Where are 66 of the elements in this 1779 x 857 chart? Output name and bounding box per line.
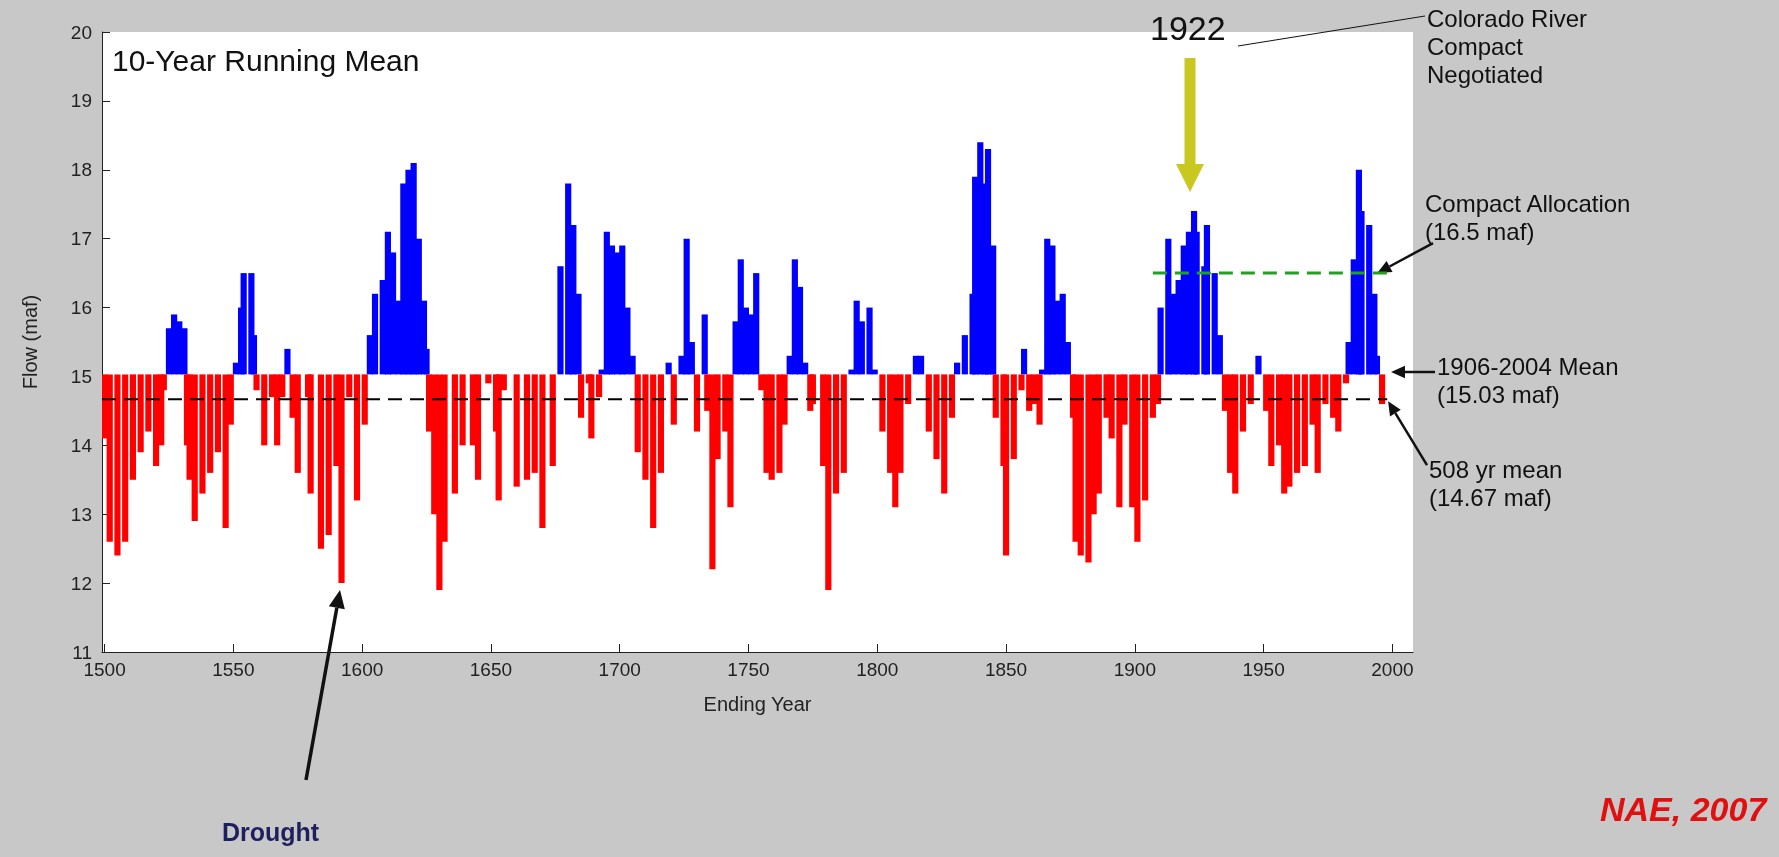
bar [1342, 374, 1350, 384]
y-tick-label: 17 [70, 228, 92, 250]
bar [1020, 348, 1028, 375]
bar [1142, 374, 1149, 501]
x-tick-label: 1850 [984, 659, 1028, 680]
bar [294, 374, 301, 473]
x-tick-label: 1550 [212, 659, 255, 680]
x-tick-label: 1750 [727, 659, 770, 680]
x-tick-label: 1900 [1113, 659, 1156, 680]
bar [948, 374, 956, 418]
bar [657, 374, 664, 473]
y-tick-label: 12 [70, 572, 92, 594]
bar [523, 374, 531, 480]
bar [361, 374, 368, 425]
x-tick-label: 1800 [856, 659, 899, 680]
x-tick-label: 1950 [1242, 659, 1285, 680]
chart-title: 10-Year Running Mean [112, 43, 420, 77]
bar [1203, 224, 1211, 375]
bar [353, 374, 361, 501]
bar [1294, 374, 1301, 473]
bar [917, 355, 925, 375]
y-axis-title: Flow (maf) [19, 294, 41, 390]
bar [549, 374, 556, 466]
bar [577, 374, 585, 418]
bar [701, 314, 708, 375]
bar [371, 293, 379, 375]
y-tick-label: 15 [70, 365, 92, 387]
bar [485, 374, 492, 384]
x-axis-title: Ending Year [703, 693, 812, 715]
y-tick-label: 13 [70, 503, 92, 525]
text: 1906-2004 Mean (15.03 maf) [1437, 352, 1619, 408]
text: NAE, 2007 [1600, 790, 1769, 828]
bar [670, 374, 677, 425]
x-tick-label: 2000 [1371, 659, 1414, 680]
bar [129, 374, 136, 480]
bar [588, 374, 595, 439]
y-tick-label: 16 [70, 297, 92, 319]
bar [1002, 374, 1010, 556]
bar [1239, 374, 1247, 432]
bar [307, 374, 314, 494]
x-tick-label: 1600 [341, 659, 384, 680]
bar [596, 374, 603, 398]
y-tick-label: 19 [70, 90, 92, 112]
bar [513, 374, 520, 487]
bar [214, 374, 221, 453]
bar [693, 374, 701, 432]
x-tick-label: 1700 [598, 659, 641, 680]
bar [665, 362, 672, 375]
x-tick-label: 1650 [469, 659, 513, 680]
ref-line-label: 508 yr mean (14.67 maf) [1429, 455, 1563, 511]
text: Colorado River Compact Negotiated [1427, 4, 1588, 88]
bar [317, 374, 325, 549]
text: Drought [222, 818, 320, 846]
y-tick-label: 20 [70, 21, 92, 43]
bar [1255, 355, 1262, 375]
bar [840, 374, 847, 473]
annotation: 1922 [1150, 9, 1226, 47]
bar [284, 348, 291, 375]
annotation: Compact Allocation (16.5 maf) [1425, 189, 1631, 245]
bar [474, 374, 482, 480]
y-tick-label: 18 [70, 159, 92, 181]
bar [832, 374, 840, 494]
y-tick-label: 14 [70, 434, 93, 456]
bar [954, 362, 961, 375]
bar [1247, 374, 1254, 404]
bar [1379, 374, 1386, 404]
